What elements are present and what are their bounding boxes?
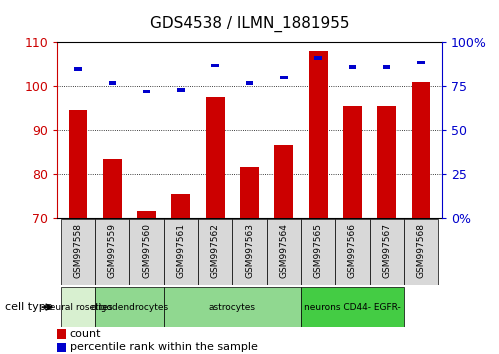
Bar [383,65,391,69]
Bar [233,219,266,285]
Text: GSM997568: GSM997568 [417,223,426,278]
Text: oligodendrocytes: oligodendrocytes [90,303,169,312]
Bar [61,287,95,327]
Bar [314,57,322,60]
Bar [172,194,190,218]
Bar [164,219,198,285]
Bar [129,219,164,285]
Bar [108,81,116,85]
Text: GSM997559: GSM997559 [108,223,117,278]
Text: percentile rank within the sample: percentile rank within the sample [70,342,257,352]
Bar [417,61,425,64]
Bar [68,110,87,218]
Bar [246,81,253,85]
Bar [95,287,164,327]
Bar [103,159,122,218]
Text: GSM997564: GSM997564 [279,223,288,278]
Bar [301,219,335,285]
Text: GSM997563: GSM997563 [245,223,254,278]
Bar [143,90,150,93]
Bar [309,51,327,218]
Bar [301,287,404,327]
Text: GSM997560: GSM997560 [142,223,151,278]
Text: neural rosettes: neural rosettes [43,303,112,312]
Bar [370,219,404,285]
Bar [343,106,362,218]
Text: cell type: cell type [5,302,52,312]
Text: GSM997562: GSM997562 [211,223,220,278]
Bar [61,219,95,285]
Text: GSM997565: GSM997565 [313,223,323,278]
Bar [57,329,66,338]
Text: GSM997561: GSM997561 [176,223,186,278]
Text: astrocytes: astrocytes [209,303,256,312]
Bar [349,65,356,69]
Bar [280,76,287,79]
Bar [404,219,438,285]
Bar [137,211,156,218]
Text: GSM997566: GSM997566 [348,223,357,278]
Text: count: count [70,329,101,339]
Text: GSM997567: GSM997567 [382,223,391,278]
Bar [177,88,185,92]
Bar [164,287,301,327]
Bar [206,97,225,218]
Bar [198,219,233,285]
Bar [274,145,293,218]
Bar [412,82,431,218]
Bar [240,167,259,218]
Bar [74,67,82,70]
Bar [212,63,219,67]
Text: GDS4538 / ILMN_1881955: GDS4538 / ILMN_1881955 [150,16,349,32]
Bar [377,106,396,218]
Bar [266,219,301,285]
Bar [57,343,66,352]
Text: GSM997558: GSM997558 [73,223,82,278]
Bar [335,219,370,285]
Bar [95,219,129,285]
Text: neurons CD44- EGFR-: neurons CD44- EGFR- [304,303,401,312]
